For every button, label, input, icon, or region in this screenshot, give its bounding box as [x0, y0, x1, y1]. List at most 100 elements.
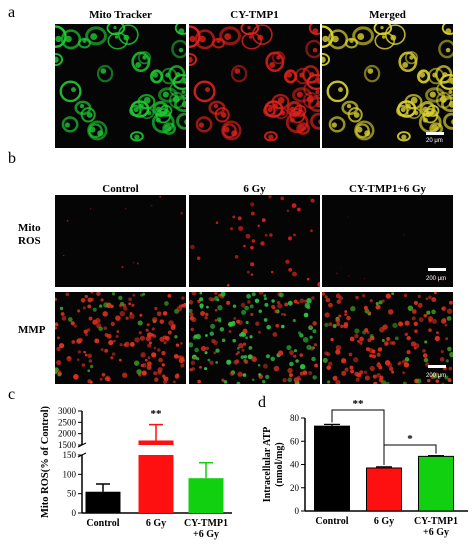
- cell: [384, 341, 389, 346]
- significance-label: **: [353, 398, 365, 410]
- cell: [293, 377, 300, 383]
- cell: [88, 359, 93, 363]
- cell: [121, 266, 124, 269]
- cell: [229, 371, 235, 377]
- cell: [73, 374, 79, 380]
- cell: [407, 305, 414, 311]
- cell: [162, 311, 168, 316]
- cell: [128, 297, 132, 302]
- cell: [104, 376, 110, 381]
- cell: [236, 350, 241, 354]
- bar: [366, 467, 402, 512]
- cell: [284, 302, 289, 307]
- cell: [205, 312, 209, 317]
- cell: [255, 321, 260, 326]
- cell: [221, 338, 226, 343]
- cell: [122, 372, 128, 378]
- bar: [314, 425, 350, 512]
- cell: [209, 331, 214, 336]
- cell: [266, 324, 271, 330]
- cell: [448, 300, 453, 305]
- panel-c-letter: c: [8, 386, 16, 403]
- y-tick-label: 80: [290, 413, 300, 423]
- cell: [55, 297, 58, 301]
- cell: [78, 37, 92, 49]
- cell: [289, 350, 294, 355]
- x-tick-label: CY-TMP1: [414, 516, 458, 527]
- cell: [152, 100, 169, 118]
- cell: [441, 382, 445, 384]
- cell: [190, 360, 196, 365]
- cell: [312, 329, 317, 334]
- cell: [431, 309, 436, 315]
- cell: [258, 292, 264, 295]
- x-tick-label: CY-TMP1: [184, 518, 228, 529]
- cell: [76, 358, 80, 362]
- cell: [441, 307, 445, 311]
- cell: [199, 365, 202, 369]
- cell: [435, 379, 440, 383]
- cell: [180, 363, 185, 368]
- cell: [435, 331, 439, 335]
- cell: [447, 378, 452, 382]
- cell: [411, 316, 416, 321]
- cell: [226, 300, 231, 305]
- cell: [168, 320, 174, 326]
- cell: [123, 306, 128, 311]
- cell: [265, 374, 270, 380]
- cell: [363, 305, 368, 310]
- cell: [446, 308, 453, 314]
- cell: [90, 380, 93, 384]
- cell: [426, 310, 431, 315]
- cell: [96, 64, 114, 83]
- cell: [363, 64, 381, 83]
- cell: [191, 292, 197, 296]
- cell: [257, 363, 261, 367]
- cell: [157, 348, 161, 352]
- cell: [228, 329, 232, 334]
- cell: [401, 359, 407, 364]
- cell: [347, 275, 350, 277]
- cell: [263, 318, 268, 322]
- cell: [327, 380, 331, 384]
- panel-a-letter: a: [8, 4, 16, 21]
- cell: [350, 306, 356, 312]
- cell: [219, 26, 241, 46]
- cell: [324, 322, 329, 328]
- cell: [191, 316, 197, 323]
- row-label-mmp: MMP: [18, 324, 46, 336]
- cell: [146, 365, 152, 371]
- cell: [293, 349, 298, 353]
- cell: [61, 116, 79, 133]
- cell: [176, 112, 186, 130]
- cell: [238, 343, 244, 349]
- cell: [181, 357, 185, 360]
- cell: [338, 296, 344, 301]
- cell: [381, 299, 385, 303]
- cell: [77, 309, 81, 313]
- cell: [138, 331, 142, 335]
- cell: [190, 327, 194, 332]
- cell: [338, 314, 342, 318]
- cell: [92, 307, 97, 312]
- cell: [264, 233, 268, 237]
- cell: [84, 353, 88, 357]
- cell: [433, 292, 437, 295]
- cell: [309, 335, 313, 339]
- cell: [59, 80, 82, 103]
- cell: [92, 319, 98, 325]
- cell: [239, 333, 243, 337]
- cell: [99, 378, 103, 381]
- cell: [251, 292, 256, 297]
- cell: [425, 297, 429, 301]
- cell: [230, 64, 248, 83]
- cell: [157, 370, 162, 375]
- cell: [62, 254, 65, 257]
- cell: [119, 343, 123, 347]
- cell: [261, 218, 266, 222]
- cell: [151, 352, 157, 358]
- cell: [449, 352, 453, 358]
- cell: [242, 342, 247, 346]
- cell: [151, 111, 175, 134]
- cell: [391, 370, 395, 374]
